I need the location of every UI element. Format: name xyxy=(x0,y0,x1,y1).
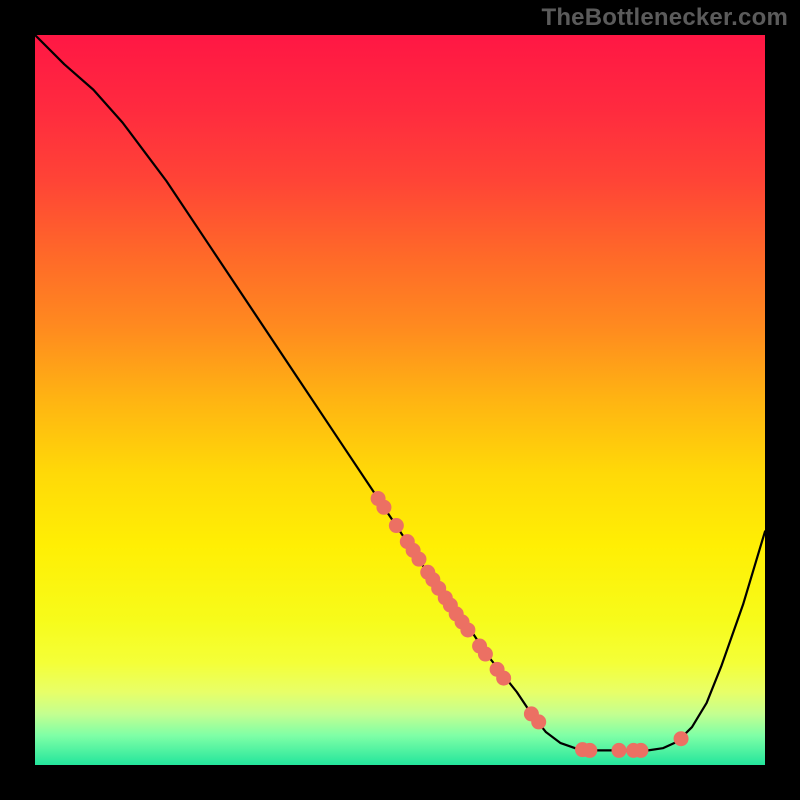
chart-frame: TheBottlenecker.com xyxy=(0,0,800,800)
scatter-point xyxy=(583,743,597,757)
watermark-text: TheBottlenecker.com xyxy=(541,4,788,32)
scatter-point xyxy=(461,623,475,637)
scatter-point xyxy=(532,715,546,729)
scatter-point xyxy=(634,743,648,757)
scatter-point xyxy=(478,647,492,661)
scatter-point xyxy=(377,500,391,514)
scatter-point xyxy=(497,671,511,685)
plot-svg xyxy=(35,35,765,765)
scatter-point xyxy=(389,519,403,533)
plot-area xyxy=(35,35,765,765)
gradient-background xyxy=(35,35,765,765)
scatter-point xyxy=(412,552,426,566)
scatter-point xyxy=(674,732,688,746)
scatter-point xyxy=(612,743,626,757)
